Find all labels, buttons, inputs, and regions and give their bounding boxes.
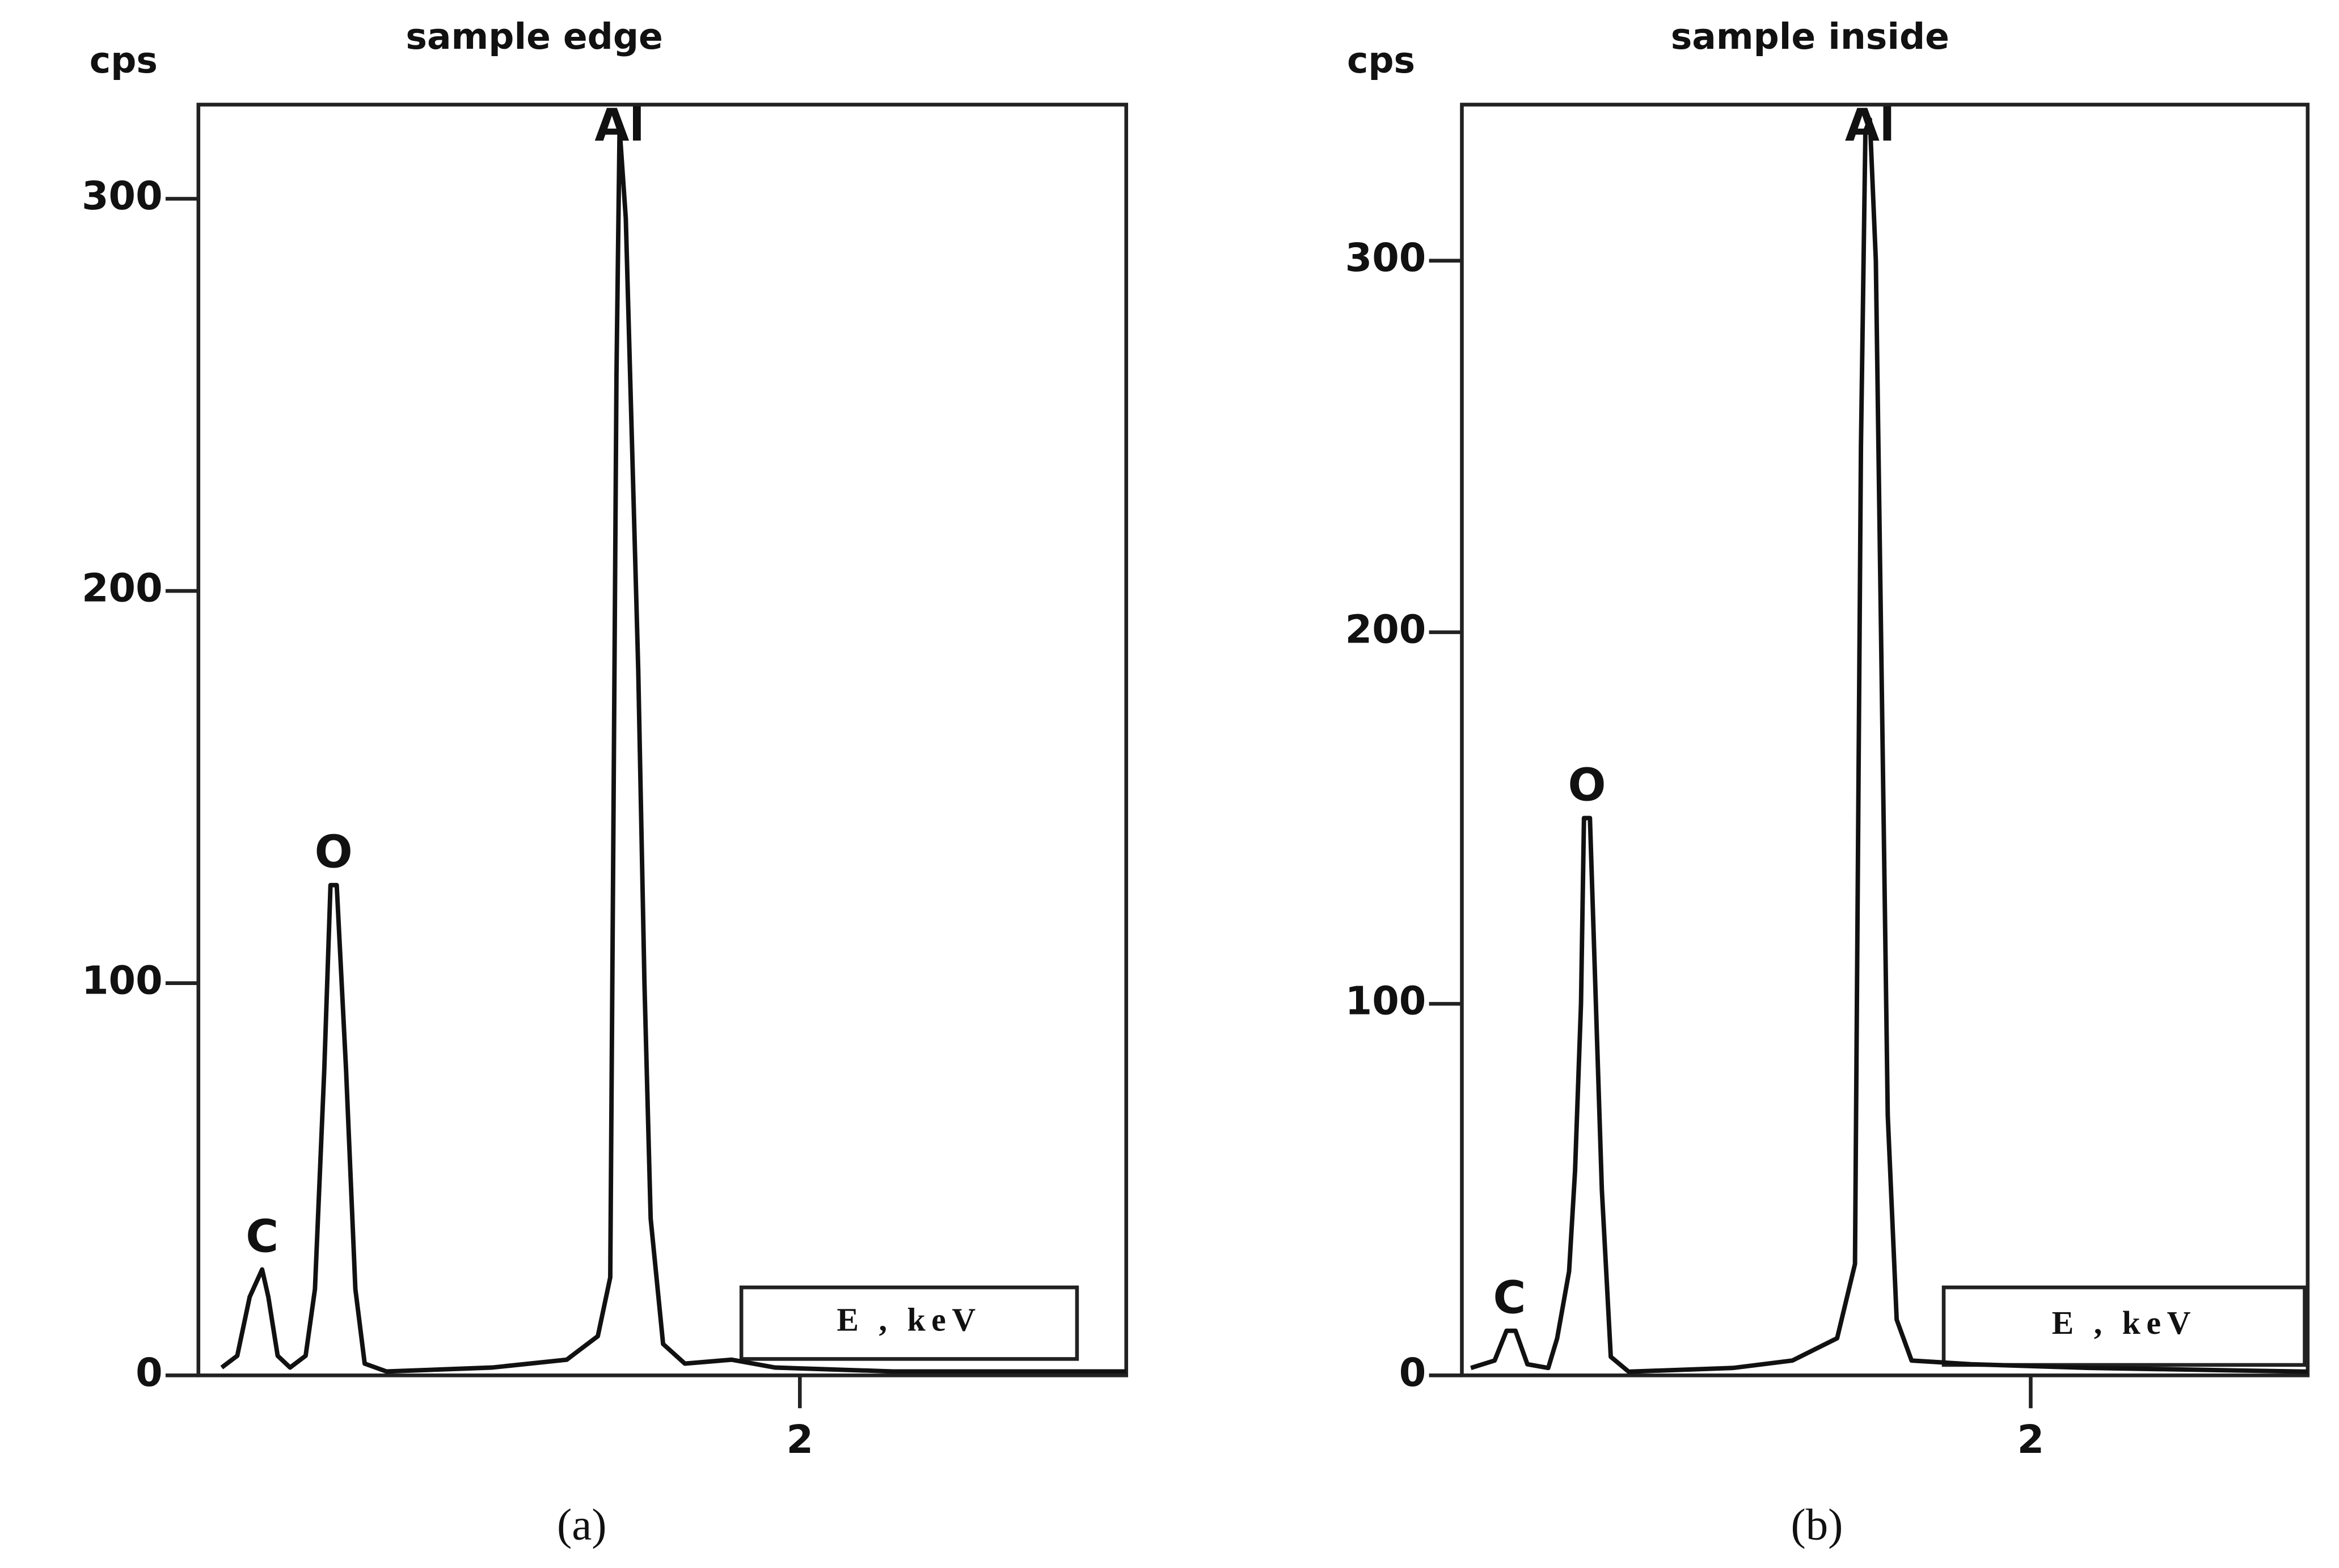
peak-label: O [1568, 759, 1606, 811]
plot-frame [1460, 103, 2310, 1377]
caption: (a) [557, 1500, 607, 1549]
spectrum-line [1470, 117, 2308, 1374]
chart-title: sample inside [1671, 15, 1949, 57]
plot-frame [196, 103, 1129, 1377]
caption: (b) [1791, 1500, 1843, 1549]
spectrum-line [220, 126, 1126, 1374]
y-tick-label: 300 [1345, 236, 1426, 281]
x-label-box [1941, 1285, 2307, 1367]
chart-title: sample edge [406, 15, 662, 57]
peak-label: Al [594, 99, 644, 151]
x-tick-label: 2 [2017, 1418, 2045, 1463]
y-axis-label: cps [1347, 39, 1415, 81]
x-label-box [739, 1285, 1079, 1361]
peak-label: Al [1845, 99, 1895, 151]
y-axis-label: cps [90, 39, 158, 81]
y-tick-label: 200 [82, 567, 163, 611]
y-tick-label: 0 [1399, 1351, 1426, 1396]
y-tick-label: 100 [82, 958, 163, 1003]
y-tick-label: 0 [136, 1351, 163, 1396]
x-tick-label: 2 [786, 1418, 813, 1463]
y-tick-label: 100 [1345, 979, 1426, 1024]
peak-label: C [1493, 1272, 1526, 1324]
y-tick-label: 300 [82, 174, 163, 219]
peak-label: C [246, 1210, 278, 1262]
y-tick-label: 200 [1345, 607, 1426, 652]
x-axis-label: E , keV [2052, 1304, 2197, 1341]
peak-label: O [315, 826, 353, 878]
x-axis-label: E , keV [837, 1301, 981, 1338]
